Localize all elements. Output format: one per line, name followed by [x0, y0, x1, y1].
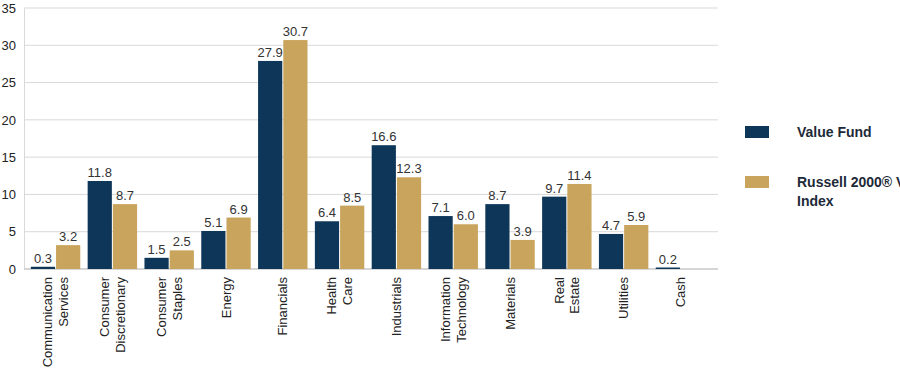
y-tick: 20 — [2, 113, 24, 128]
legend-swatch — [745, 126, 769, 138]
x-axis: CommunicationServices ConsumerDiscretiona… — [40, 276, 688, 367]
x-tick-label: Industrials — [389, 277, 404, 337]
x-tick-label: Cash — [673, 277, 688, 307]
grid-line — [24, 82, 718, 83]
data-label: 1.5 — [148, 242, 166, 257]
grid-line — [24, 119, 718, 120]
x-tick-label: CommunicationServices — [40, 277, 71, 368]
legend-label: Value Fund — [797, 124, 872, 140]
data-label: 8.7 — [488, 188, 506, 203]
grid — [24, 8, 718, 269]
y-tick: 0 — [9, 262, 24, 277]
bar — [201, 231, 225, 269]
data-label: 30.7 — [283, 24, 308, 39]
x-tick-label: ConsumerDiscretionary — [97, 276, 128, 353]
bar — [511, 240, 535, 269]
y-axis: 0 5 10 15 20 25 30 35 — [2, 1, 25, 277]
x-tick-label: Financials — [275, 277, 290, 336]
data-label: 5.9 — [627, 209, 645, 224]
bar — [258, 61, 282, 269]
y-tick-label: 10 — [2, 187, 16, 202]
grid-line — [24, 8, 718, 9]
bar — [170, 250, 194, 269]
bar — [340, 206, 364, 269]
data-label: 3.9 — [514, 224, 532, 239]
data-label: 0.2 — [659, 252, 677, 267]
bar — [144, 258, 168, 269]
y-tick-label: 35 — [2, 1, 16, 16]
bar — [88, 181, 112, 269]
y-tick-label: 20 — [2, 113, 16, 128]
y-tick-label: 15 — [2, 150, 16, 165]
data-label: 6.4 — [318, 205, 336, 220]
chart: 0 5 10 15 20 25 30 35 0.3 11.8 1.5 5.1 27.9 6.4 16.6 7.… — [0, 0, 900, 379]
data-labels: 0.3 11.8 1.5 5.1 27.9 6.4 16.6 7.1 8.7 9.7 4.7 0.2 3… — [34, 24, 677, 266]
y-tick: 15 — [2, 150, 24, 165]
bar — [429, 216, 453, 269]
bar — [113, 204, 137, 269]
y-tick: 25 — [2, 75, 24, 90]
data-label: 16.6 — [371, 129, 396, 144]
bar — [226, 218, 250, 269]
bar — [485, 204, 509, 269]
grid-line — [24, 157, 718, 158]
y-tick-label: 5 — [9, 224, 16, 239]
x-tick-label: Materials — [503, 277, 518, 330]
data-label: 6.0 — [457, 208, 475, 223]
y-axis-line — [24, 9, 25, 270]
bar — [656, 268, 680, 269]
bars — [31, 40, 680, 269]
y-tick: 10 — [2, 187, 24, 202]
data-label: 2.5 — [173, 234, 191, 249]
data-label: 6.9 — [230, 202, 248, 217]
y-tick: 5 — [9, 224, 24, 239]
legend-label: Russell 2000® ValueIndex — [797, 174, 900, 209]
data-label: 12.3 — [396, 161, 421, 176]
x-tick-label: HealthCare — [324, 277, 355, 315]
grid-line — [24, 45, 718, 46]
data-label: 5.1 — [204, 215, 222, 230]
data-label: 9.7 — [545, 181, 563, 196]
data-label: 8.7 — [116, 188, 134, 203]
x-tick-label: Energy — [219, 277, 234, 319]
data-label: 4.7 — [602, 218, 620, 233]
data-label: 8.5 — [343, 190, 361, 205]
bar — [397, 177, 421, 269]
x-tick-label: Utilities — [616, 277, 631, 319]
data-label: 0.3 — [34, 251, 52, 266]
bar — [599, 234, 623, 269]
bar — [567, 184, 591, 269]
bar — [283, 40, 307, 269]
bar — [624, 225, 648, 269]
y-tick-label: 25 — [2, 75, 16, 90]
data-label: 11.8 — [88, 165, 112, 180]
bar — [454, 224, 478, 269]
data-label: 27.9 — [258, 45, 283, 60]
bar — [315, 221, 339, 269]
y-tick: 35 — [2, 1, 24, 16]
legend: Value Fund Russell 2000® ValueIndex — [745, 124, 900, 209]
x-tick-label: ConsumerStaples — [154, 276, 185, 337]
bar — [542, 197, 566, 269]
data-label: 3.2 — [59, 229, 77, 244]
bar — [31, 267, 55, 269]
bar — [56, 245, 80, 269]
x-tick-label: InformationTechnology — [438, 277, 469, 343]
y-tick-label: 30 — [2, 38, 16, 53]
data-label: 7.1 — [432, 200, 450, 215]
bar — [372, 145, 396, 269]
y-tick-label: 0 — [9, 262, 16, 277]
data-label: 11.4 — [567, 168, 591, 183]
y-tick: 30 — [2, 38, 24, 53]
x-tick-label: RealEstate — [552, 277, 583, 314]
legend-swatch — [745, 176, 769, 188]
